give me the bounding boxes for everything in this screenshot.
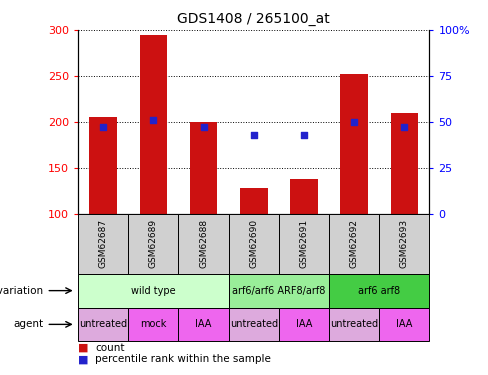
Text: untreated: untreated — [79, 320, 127, 329]
Bar — [240, 188, 267, 214]
Title: GDS1408 / 265100_at: GDS1408 / 265100_at — [177, 12, 330, 26]
Text: arf6 arf8: arf6 arf8 — [358, 286, 400, 296]
Text: IAA: IAA — [195, 320, 212, 329]
Point — [300, 132, 308, 138]
Bar — [390, 112, 418, 214]
Text: GSM62692: GSM62692 — [349, 219, 359, 268]
Text: GSM62689: GSM62689 — [149, 219, 158, 268]
Text: wild type: wild type — [131, 286, 176, 296]
Text: GSM62688: GSM62688 — [199, 219, 208, 268]
Bar — [190, 122, 217, 214]
Bar — [89, 117, 117, 214]
Point — [99, 124, 107, 130]
Text: ■: ■ — [78, 343, 89, 353]
Point — [149, 117, 157, 123]
Bar — [140, 34, 167, 214]
Point — [350, 119, 358, 125]
Text: arf6/arf6 ARF8/arf8: arf6/arf6 ARF8/arf8 — [232, 286, 325, 296]
Text: GSM62691: GSM62691 — [300, 219, 308, 268]
Text: percentile rank within the sample: percentile rank within the sample — [95, 354, 271, 364]
Text: ■: ■ — [78, 354, 89, 364]
Text: genotype/variation: genotype/variation — [0, 286, 44, 296]
Text: GSM62687: GSM62687 — [99, 219, 108, 268]
Text: GSM62693: GSM62693 — [400, 219, 409, 268]
Point — [250, 132, 258, 138]
Text: GSM62690: GSM62690 — [249, 219, 258, 268]
Text: IAA: IAA — [296, 320, 312, 329]
Bar — [340, 74, 368, 214]
Text: agent: agent — [14, 320, 44, 329]
Text: count: count — [95, 343, 124, 353]
Text: untreated: untreated — [230, 320, 278, 329]
Text: IAA: IAA — [396, 320, 412, 329]
Point — [401, 124, 408, 130]
Text: mock: mock — [140, 320, 166, 329]
Point — [200, 124, 207, 130]
Text: untreated: untreated — [330, 320, 378, 329]
Bar — [290, 179, 318, 214]
